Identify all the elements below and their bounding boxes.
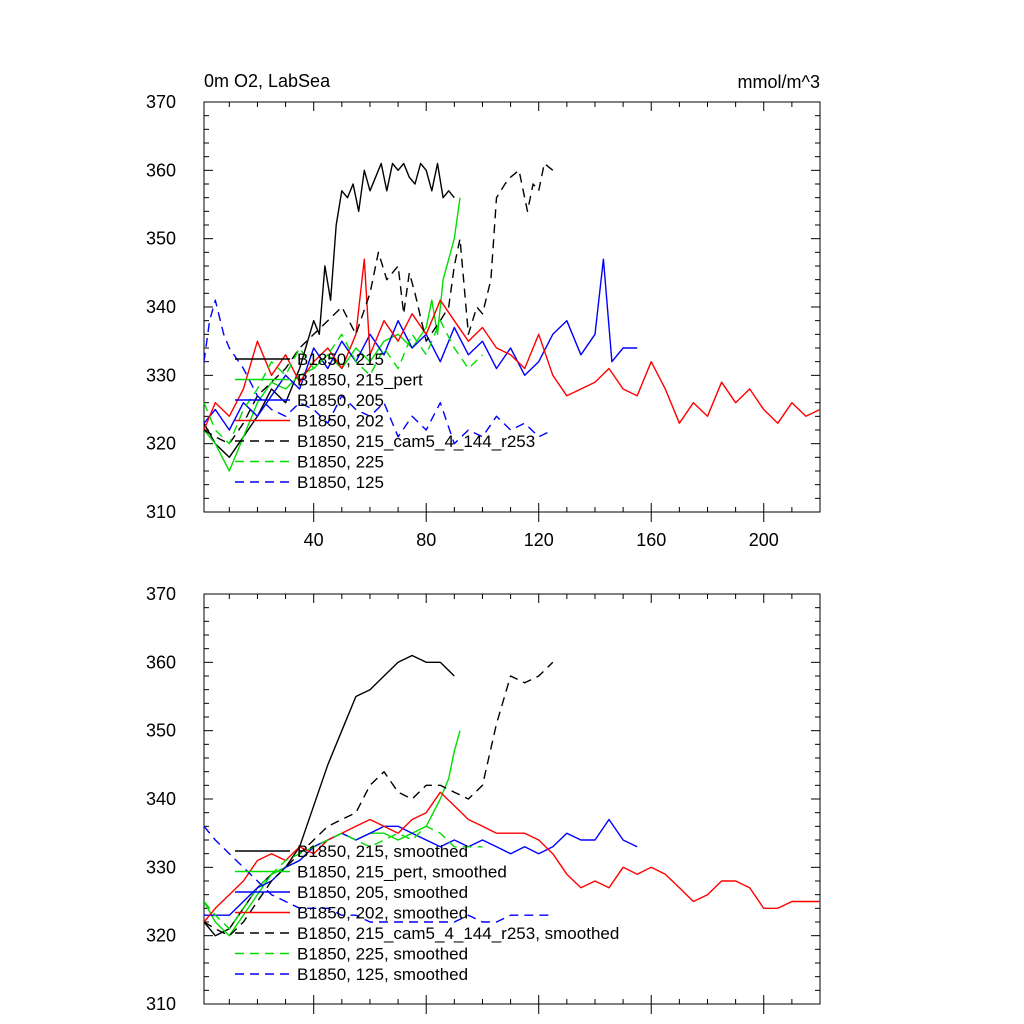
series-line [204, 197, 461, 472]
series-group [204, 162, 820, 472]
series-line [204, 320, 483, 445]
y-tick-label: 360 [146, 160, 176, 180]
series-line [204, 818, 638, 916]
legend-label: B1850, 225 [297, 453, 384, 472]
y-tick-label: 320 [146, 434, 176, 454]
series-line [204, 258, 638, 431]
units-label: mmol/m^3 [738, 72, 820, 92]
y-tick-label: 370 [146, 584, 176, 604]
chart-title: 0m O2, LabSea [204, 71, 331, 91]
x-tick-label: 200 [749, 530, 779, 550]
series-line [204, 299, 554, 445]
legend-label: B1850, 205 [297, 391, 384, 410]
y-tick-label: 310 [146, 502, 176, 522]
legend-label: B1850, 215_cam5_4_144_r253, smoothed [297, 924, 619, 943]
legend-label: B1850, 225, smoothed [297, 945, 468, 964]
series-line [204, 258, 820, 431]
series-line [204, 162, 455, 458]
series-line [204, 661, 554, 937]
series-line [204, 162, 554, 445]
y-tick-label: 340 [146, 297, 176, 317]
legend-label: B1850, 202 [297, 412, 384, 431]
legend-label: B1850, 215, smoothed [297, 842, 468, 861]
y-tick-label: 370 [146, 92, 176, 112]
series-line [204, 825, 483, 930]
legend-label: B1850, 202, smoothed [297, 904, 468, 923]
y-tick-label: 350 [146, 229, 176, 249]
x-tick-label: 120 [524, 530, 554, 550]
legend-label: B1850, 125, smoothed [297, 965, 468, 984]
legend-label: B1850, 125 [297, 473, 384, 492]
x-tick-label: 160 [636, 530, 666, 550]
legend-label: B1850, 215_pert [297, 371, 423, 390]
y-tick-label: 330 [146, 365, 176, 385]
x-tick-label: 80 [416, 530, 436, 550]
series-line [204, 825, 553, 923]
y-tick-label: 360 [146, 652, 176, 672]
legend-label: B1850, 205, smoothed [297, 883, 468, 902]
bottom-panel: 310 320 330 340 350 360 370 B1850, 215, smoothe… [146, 584, 821, 1014]
legend-label: B1850, 215_cam5_4_144_r253 [297, 432, 535, 451]
legend-label: B1850, 215_pert, smoothed [297, 863, 507, 882]
y-tick-label: 310 [146, 994, 176, 1014]
x-tick-label: 40 [304, 530, 324, 550]
y-tick-label: 340 [146, 789, 176, 809]
y-tick-label: 330 [146, 857, 176, 877]
y-tick-label: 320 [146, 926, 176, 946]
legend-label: B1850, 215 [297, 350, 384, 369]
top-panel: 0m O2, LabSea mmol/m^3 310 320 330 340 350 36… [146, 71, 821, 550]
series-group [204, 654, 820, 937]
y-tick-label: 350 [146, 721, 176, 741]
